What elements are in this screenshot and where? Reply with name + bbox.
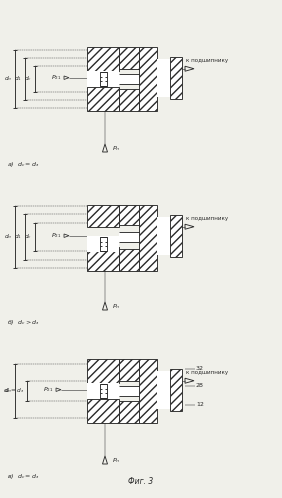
Bar bbox=[119, 89, 139, 111]
Text: к подшипнику: к подшипнику bbox=[186, 370, 228, 375]
Bar bbox=[119, 47, 139, 69]
Text: $d_1$: $d_1$ bbox=[14, 74, 22, 83]
Bar bbox=[139, 359, 157, 423]
Text: $d_н$: $d_н$ bbox=[4, 232, 12, 241]
Bar bbox=[87, 236, 119, 251]
Text: $P_п$: $P_п$ bbox=[112, 303, 120, 311]
Text: $d_с$: $d_с$ bbox=[24, 232, 32, 241]
Bar bbox=[87, 71, 119, 87]
Bar bbox=[119, 205, 139, 225]
Bar bbox=[87, 205, 119, 227]
Text: б)  $d_с >d_з$: б) $d_с >d_з$ bbox=[7, 318, 39, 327]
Text: $d_1$: $d_1$ bbox=[14, 232, 22, 241]
Bar bbox=[87, 399, 119, 423]
Text: 12: 12 bbox=[196, 402, 204, 407]
Bar bbox=[157, 371, 170, 409]
Bar bbox=[139, 205, 157, 271]
Bar bbox=[157, 59, 170, 97]
Text: $P_{21}$: $P_{21}$ bbox=[43, 385, 54, 394]
Text: $P_п$: $P_п$ bbox=[112, 457, 120, 466]
Bar bbox=[170, 215, 182, 257]
Bar bbox=[119, 74, 139, 84]
Text: $P_п$: $P_п$ bbox=[112, 144, 120, 153]
Bar bbox=[139, 47, 157, 111]
Bar bbox=[87, 359, 119, 383]
Bar bbox=[87, 247, 119, 271]
Bar bbox=[100, 384, 107, 398]
Bar bbox=[157, 217, 170, 254]
Bar bbox=[170, 57, 182, 99]
Bar bbox=[100, 237, 107, 250]
Text: Фиг. 3: Фиг. 3 bbox=[128, 477, 154, 486]
Text: а)  $d_с =d_з$: а) $d_с =d_з$ bbox=[7, 160, 39, 169]
Text: $P_{21}$: $P_{21}$ bbox=[51, 73, 61, 82]
Text: к подшипнику: к подшипнику bbox=[186, 216, 228, 221]
Text: $d_н$: $d_н$ bbox=[4, 386, 12, 395]
Text: 32: 32 bbox=[196, 366, 204, 371]
Bar bbox=[87, 383, 119, 399]
Text: в)  $d_с =d_з$: в) $d_с =d_з$ bbox=[7, 472, 39, 481]
Text: к подшипнику: к подшипнику bbox=[186, 58, 228, 63]
Bar bbox=[87, 47, 119, 71]
Bar bbox=[119, 401, 139, 423]
Text: $P_{21}$: $P_{21}$ bbox=[51, 231, 61, 240]
Bar bbox=[87, 87, 119, 111]
Text: 28: 28 bbox=[196, 383, 204, 388]
Bar bbox=[119, 232, 139, 242]
Text: $d_с$: $d_с$ bbox=[24, 74, 32, 83]
Bar bbox=[119, 386, 139, 396]
Bar bbox=[170, 369, 182, 411]
Text: $d_н$: $d_н$ bbox=[4, 74, 12, 83]
Bar bbox=[119, 249, 139, 271]
Bar bbox=[100, 72, 107, 86]
Bar bbox=[119, 359, 139, 380]
Text: $d_с{=}d_з$: $d_с{=}d_з$ bbox=[3, 386, 24, 395]
